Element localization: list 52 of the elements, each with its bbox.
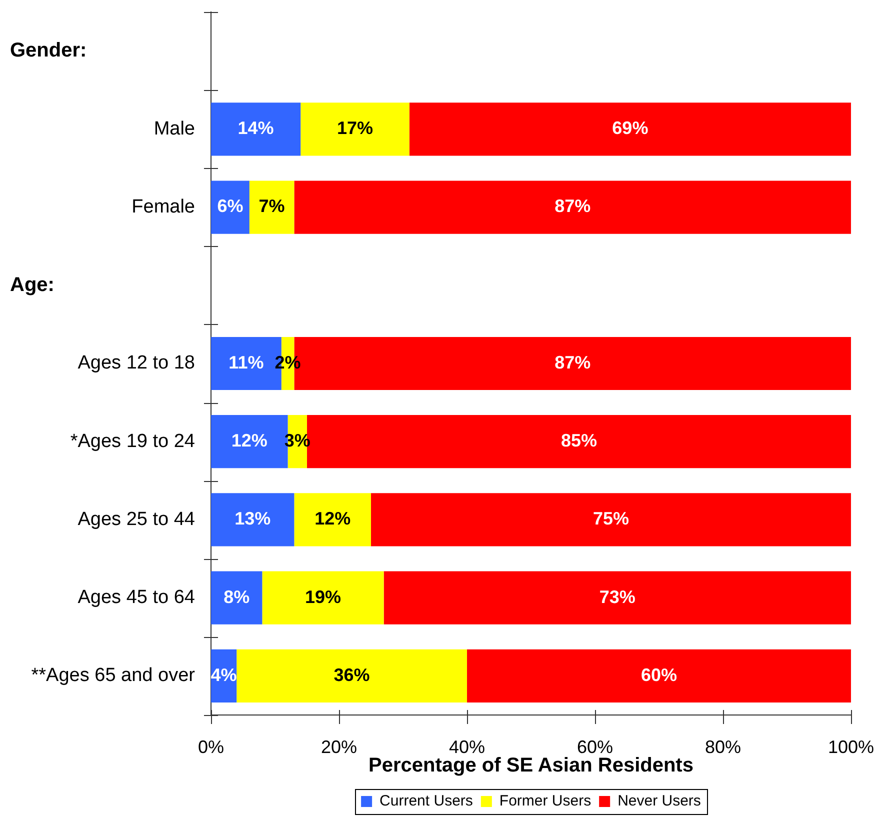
bar [294, 493, 371, 546]
bar [370, 493, 851, 546]
y-tick-label: Female [132, 196, 195, 218]
data-label: 60% [640, 664, 678, 685]
y-tick-label: **Ages 65 and over [31, 665, 196, 686]
data-label: 8% [224, 586, 250, 607]
legend-label: Current Users [380, 792, 473, 810]
bar [384, 571, 851, 624]
y-tick-label: Male [154, 118, 195, 140]
data-label: 17% [336, 118, 374, 138]
data-label: 12% [231, 430, 268, 451]
bar [466, 649, 851, 702]
legend-label: Former Users [499, 792, 592, 810]
data-label: 7% [258, 196, 285, 216]
data-label: 73% [599, 586, 636, 607]
bar [211, 571, 262, 624]
bar [300, 102, 410, 156]
legend-label: Never Users [618, 792, 701, 810]
bar [211, 493, 294, 546]
y-tick-label: Ages 12 to 18 [78, 352, 195, 374]
x-tick-label: 100% [828, 736, 874, 757]
data-label: 19% [304, 586, 342, 607]
data-label: 11% [228, 352, 264, 372]
data-label: 13% [234, 508, 271, 529]
text: Age: [10, 274, 54, 296]
x-axis-title: Percentage of SE Asian Residents [368, 754, 694, 777]
data-label: 36% [334, 664, 370, 685]
bar [294, 180, 851, 234]
data-label: 85% [560, 430, 598, 451]
x-tick-label: 20% [320, 736, 358, 757]
y-tick-label: Ages 45 to 64 [78, 587, 196, 608]
x-tick-label: 80% [704, 736, 741, 757]
data-label: 75% [592, 508, 630, 529]
data-label: 14% [238, 118, 274, 138]
x-tick-label: 0% [198, 736, 224, 757]
data-label: 87% [554, 196, 591, 216]
data-label: 87% [554, 352, 591, 372]
bar [409, 102, 851, 156]
data-label: 69% [612, 118, 648, 138]
y-tick-label: Ages 25 to 44 [78, 508, 196, 530]
bar [211, 102, 301, 156]
text: Gender: [10, 40, 87, 62]
bar [262, 571, 384, 624]
x-tick-label: 60% [576, 736, 614, 757]
data-label: 4% [210, 664, 237, 685]
data-label: 6% [217, 196, 244, 216]
data-label: 12% [314, 508, 351, 529]
x-tick-label: 40% [448, 736, 486, 757]
bar [236, 649, 467, 702]
y-tick-label: *Ages 19 to 24 [70, 430, 196, 452]
bar [211, 180, 250, 234]
bar [249, 180, 294, 234]
